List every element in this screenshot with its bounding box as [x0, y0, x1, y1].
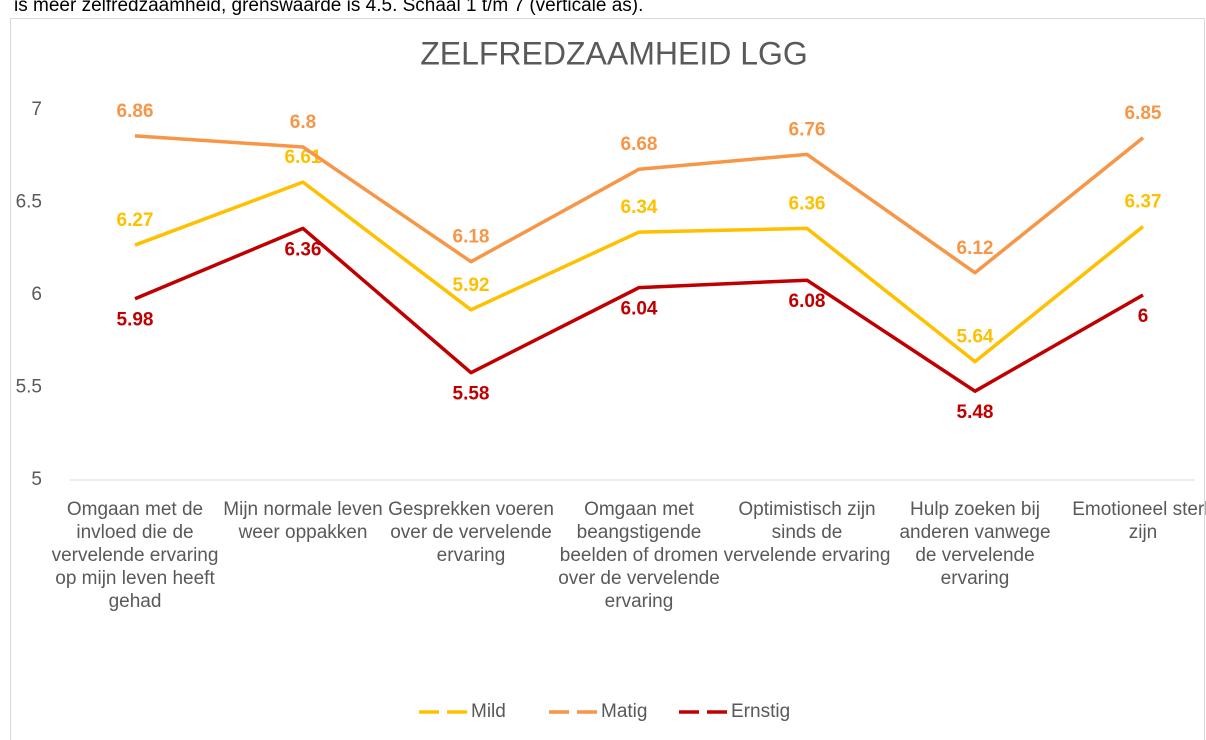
series-line [134, 134, 1145, 275]
data-label: 6 [1138, 306, 1149, 327]
data-label: 6.27 [117, 210, 154, 231]
data-label: 6.36 [285, 239, 322, 260]
x-tick-label-box: Optimistisch zijn sinds de vervelende er… [723, 499, 891, 566]
x-tick-label-box: Emotioneel sterk zijn [1072, 499, 1206, 543]
data-label: 5.48 [957, 402, 994, 423]
legend-label: Matig [601, 701, 647, 722]
data-label: 6.68 [621, 134, 658, 155]
data-label: 6.76 [789, 119, 826, 140]
data-label: 6.85 [1125, 103, 1162, 124]
chart-title: ZELFREDZAAMHEID LGG [420, 35, 808, 71]
x-tick-label-box: Omgaan met de invloed die de vervelende … [51, 499, 219, 612]
x-tick-label: Gesprekken voeren over de vervelende erv… [388, 499, 554, 566]
x-tick-label: Hulp zoeken bij anderen vanwege de verve… [899, 499, 1051, 589]
data-label: 5.64 [957, 327, 994, 348]
x-tick-label-box: Hulp zoeken bij anderen vanwege de verve… [899, 499, 1051, 589]
legend-label: Mild [471, 701, 506, 722]
x-tick-label-box: Omgaan met beangstigende beelden of drom… [558, 499, 720, 612]
data-label: 6.37 [1125, 192, 1162, 213]
x-tick-label: Omgaan met de invloed die de vervelende … [51, 499, 219, 612]
data-label: 6.04 [621, 299, 658, 320]
y-tick-label: 6.5 [16, 192, 42, 213]
data-label: 6.86 [117, 101, 154, 122]
data-label: 6.36 [789, 193, 826, 214]
x-tick-label-box: Gesprekken voeren over de vervelende erv… [388, 499, 554, 566]
data-label: 6.12 [957, 238, 994, 259]
y-tick-label: 7 [31, 99, 42, 120]
y-tick-label: 5.5 [16, 377, 42, 398]
data-label: 6.34 [621, 197, 658, 218]
y-tick-label: 5 [31, 469, 42, 490]
data-label: 5.98 [117, 310, 154, 331]
y-tick-label: 6 [31, 284, 42, 305]
data-label: 5.58 [453, 384, 490, 405]
series-line [134, 180, 1145, 364]
x-tick-label: Omgaan met beangstigende beelden of drom… [558, 499, 720, 612]
x-tick-label: Optimistisch zijn sinds de vervelende er… [723, 499, 891, 566]
data-label: 6.18 [453, 227, 490, 248]
chart-border [10, 18, 1205, 740]
x-tick-label: Mijn normale leven weer oppakken [223, 499, 383, 543]
data-label: 6.08 [789, 291, 826, 312]
data-label: 6.8 [290, 112, 316, 133]
data-label: 5.92 [453, 275, 490, 296]
series-line [134, 226, 1144, 393]
x-tick-label: Emotioneel sterk zijn [1072, 499, 1206, 543]
legend-label: Ernstig [731, 701, 790, 722]
x-tick-label-box: Mijn normale leven weer oppakken [223, 499, 383, 543]
caption: is meer zelfredzaamheid, grenswaarde is … [14, 0, 643, 16]
